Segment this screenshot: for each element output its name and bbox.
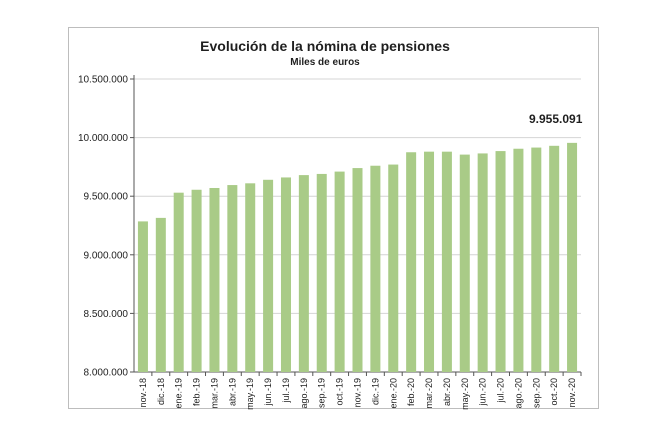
x-tick-label: ene.-20: [388, 378, 398, 409]
x-tick-label: abr.-19: [227, 378, 237, 406]
bar: [155, 217, 166, 372]
bar: [334, 171, 345, 372]
y-tick-label: 9.500.000: [84, 192, 129, 203]
bar: [424, 151, 435, 372]
bar: [388, 164, 399, 372]
bar: [280, 177, 291, 372]
x-tick-label: sep.-20: [531, 378, 541, 408]
x-tick-label: mar.-20: [424, 378, 434, 409]
x-tick-label: abr.-20: [442, 378, 452, 406]
bar: [245, 183, 256, 372]
x-tick-label: jul.-19: [281, 378, 291, 404]
bar: [298, 175, 309, 372]
bar: [549, 145, 560, 372]
x-tick-label: may.-20: [460, 378, 470, 410]
bar: [263, 179, 274, 372]
chart-title: Evolución de la nómina de pensiones: [200, 38, 450, 54]
bar: [459, 154, 470, 372]
x-tick-label: nov.-20: [567, 378, 577, 407]
x-tick-label: dic.-19: [370, 378, 380, 405]
bar: [531, 147, 542, 372]
x-tick-label: dic.-18: [156, 378, 166, 405]
bar: [370, 165, 381, 372]
x-tick-label: oct.-19: [335, 378, 345, 406]
x-tick-label: mar.-19: [209, 378, 219, 409]
x-tick-label: may.-19: [245, 378, 255, 410]
y-tick-label: 8.500.000: [84, 309, 129, 320]
bar: [316, 173, 327, 372]
y-tick-label: 10.500.000: [78, 75, 128, 86]
bar: [567, 142, 578, 372]
x-tick-label: ago.-19: [299, 378, 309, 409]
bar: [137, 221, 148, 372]
x-tick-label: nov.-19: [353, 378, 363, 407]
bar: [406, 152, 417, 372]
y-tick-label: 10.000.000: [78, 133, 128, 144]
x-tick-label: nov.-18: [138, 378, 148, 407]
bar: [513, 148, 524, 372]
bar: [209, 187, 220, 372]
chart-subtitle: Miles de euros: [290, 57, 360, 68]
x-tick-label: ene.-19: [174, 378, 184, 409]
x-tick-label: feb.-19: [192, 378, 202, 406]
x-tick-label: sep.-19: [317, 378, 327, 408]
bar: [441, 151, 452, 372]
bar: [352, 168, 363, 372]
bar: [495, 151, 506, 372]
bar: [173, 192, 184, 372]
x-tick-label: feb.-20: [406, 378, 416, 406]
x-tick-label: jun.-19: [263, 378, 273, 407]
bar: [191, 189, 202, 372]
last-value-annotation: 9.955.091: [529, 112, 583, 126]
x-tick-label: ago.-20: [513, 378, 523, 409]
x-tick-label: jun.-20: [478, 378, 488, 407]
bar: [227, 185, 238, 372]
y-tick-label: 8.000.000: [84, 368, 129, 379]
x-tick-label: jul.-20: [496, 378, 506, 404]
x-tick-label: oct.-20: [549, 378, 559, 406]
y-tick-label: 9.000.000: [84, 250, 129, 261]
bar: [477, 153, 488, 372]
